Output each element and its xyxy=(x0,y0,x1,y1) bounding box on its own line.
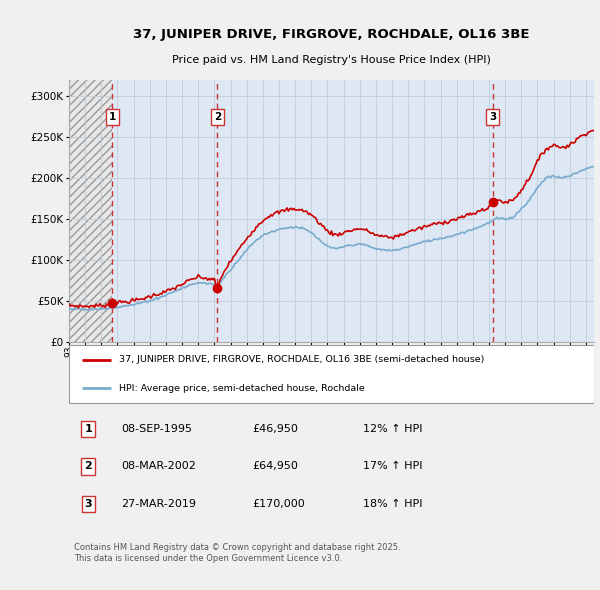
Text: £46,950: £46,950 xyxy=(253,424,299,434)
Text: 37, JUNIPER DRIVE, FIRGROVE, ROCHDALE, OL16 3BE: 37, JUNIPER DRIVE, FIRGROVE, ROCHDALE, O… xyxy=(133,28,530,41)
Text: Contains HM Land Registry data © Crown copyright and database right 2025.
This d: Contains HM Land Registry data © Crown c… xyxy=(74,543,401,563)
Text: 3: 3 xyxy=(85,499,92,509)
Text: Price paid vs. HM Land Registry's House Price Index (HPI): Price paid vs. HM Land Registry's House … xyxy=(172,55,491,65)
Text: 2: 2 xyxy=(214,112,221,122)
Text: 2: 2 xyxy=(85,461,92,471)
Text: 08-SEP-1995: 08-SEP-1995 xyxy=(121,424,193,434)
Text: 37, JUNIPER DRIVE, FIRGROVE, ROCHDALE, OL16 3BE (semi-detached house): 37, JUNIPER DRIVE, FIRGROVE, ROCHDALE, O… xyxy=(119,355,484,364)
Text: £64,950: £64,950 xyxy=(253,461,299,471)
Text: 1: 1 xyxy=(85,424,92,434)
Text: HPI: Average price, semi-detached house, Rochdale: HPI: Average price, semi-detached house,… xyxy=(119,384,365,393)
Text: 3: 3 xyxy=(489,112,497,122)
Text: £170,000: £170,000 xyxy=(253,499,305,509)
Text: 18% ↑ HPI: 18% ↑ HPI xyxy=(363,499,422,509)
Text: 27-MAR-2019: 27-MAR-2019 xyxy=(121,499,197,509)
FancyBboxPatch shape xyxy=(69,345,594,403)
Text: 08-MAR-2002: 08-MAR-2002 xyxy=(121,461,196,471)
Text: 1: 1 xyxy=(109,112,116,122)
Text: 17% ↑ HPI: 17% ↑ HPI xyxy=(363,461,422,471)
Text: 12% ↑ HPI: 12% ↑ HPI xyxy=(363,424,422,434)
